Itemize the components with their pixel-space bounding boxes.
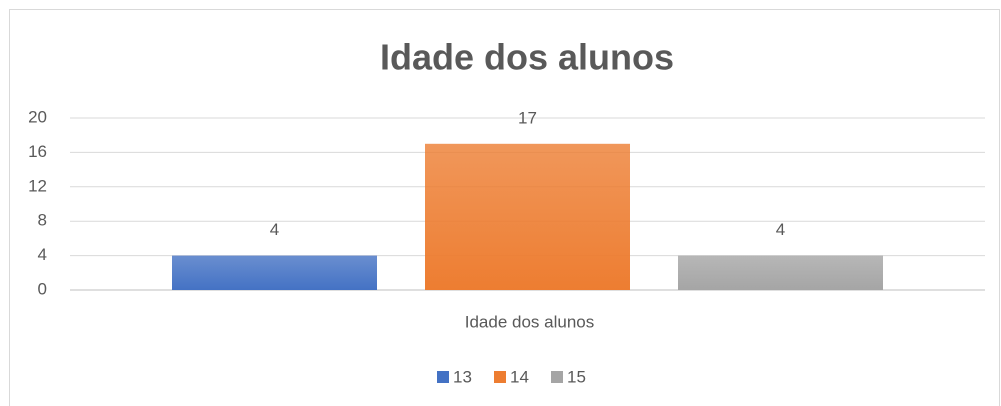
legend-swatch — [551, 371, 563, 383]
y-tick-label: 20 — [28, 107, 47, 126]
bar — [678, 255, 883, 290]
data-label: 4 — [270, 220, 279, 239]
y-tick-label: 16 — [28, 142, 47, 161]
legend-label: 13 — [453, 367, 472, 386]
legend-swatch — [494, 371, 506, 383]
bar — [425, 143, 630, 290]
legend-label: 15 — [567, 367, 586, 386]
chart-title: Idade dos alunos — [380, 37, 674, 78]
x-tick-label: Idade dos alunos — [465, 312, 595, 331]
data-label: 17 — [518, 108, 537, 127]
y-tick-label: 0 — [38, 279, 47, 298]
bar — [172, 255, 377, 290]
legend-swatch — [437, 371, 449, 383]
y-tick-label: 4 — [38, 245, 47, 264]
y-tick-label: 8 — [38, 211, 47, 230]
data-label: 4 — [776, 220, 785, 239]
y-tick-label: 12 — [28, 176, 47, 195]
legend-label: 14 — [510, 367, 529, 386]
